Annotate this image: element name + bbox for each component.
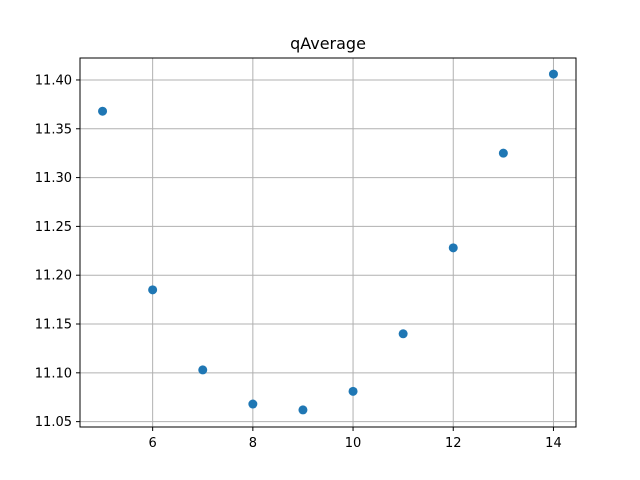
scatter-point	[398, 329, 408, 339]
plot-area-frame	[79, 57, 577, 428]
y-tick-label: 11.25	[35, 220, 72, 235]
x-tick-label: 8	[249, 436, 257, 451]
tick-labels: 6 8 10 12 14 11.05 11.10 11.15 11.20 11.25 11.30 11…	[35, 73, 562, 451]
chart-title: qAverage	[290, 34, 366, 53]
scatter-point	[98, 106, 108, 116]
scatter-point	[148, 285, 158, 295]
scatter-point	[348, 386, 358, 396]
y-tick-label: 11.35	[35, 122, 72, 137]
scatter-point	[448, 243, 458, 253]
y-tick-label: 11.05	[35, 415, 72, 430]
scatter-point	[498, 148, 508, 158]
scatter-point	[198, 365, 208, 375]
grid-lines	[80, 58, 576, 427]
x-tick-label: 10	[345, 436, 362, 451]
y-tick-label: 11.40	[35, 73, 72, 88]
scatter-point	[298, 405, 308, 415]
x-tick-label: 12	[445, 436, 462, 451]
scatter-point	[548, 69, 558, 79]
y-tick-label: 11.10	[35, 366, 72, 381]
y-tick-label: 11.20	[35, 269, 72, 284]
data-points	[98, 69, 558, 415]
y-tick-label: 11.30	[35, 171, 72, 186]
x-tick-label: 14	[545, 436, 562, 451]
scatter-point	[248, 399, 258, 409]
x-tick-label: 6	[149, 436, 157, 451]
y-tick-label: 11.15	[35, 318, 72, 333]
axis-ticks	[76, 79, 554, 431]
